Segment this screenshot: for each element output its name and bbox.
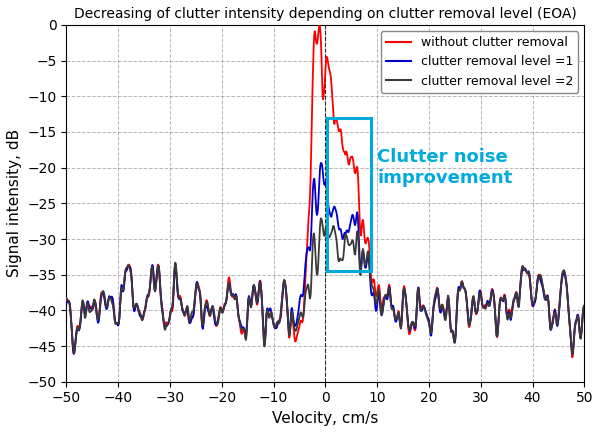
without clutter removal <box>63 297 70 302</box>
clutter removal level =2 <box>581 303 588 308</box>
clutter removal level =1 <box>273 326 280 331</box>
clutter removal level =1 <box>419 305 427 310</box>
clutter removal level =2 <box>419 305 426 310</box>
clutter removal level =1 <box>116 307 124 313</box>
clutter removal level =1 <box>468 312 475 317</box>
clutter removal level =1 <box>63 301 70 306</box>
clutter removal level =1 <box>581 304 588 309</box>
Title: Decreasing of clutter intensity depending on clutter removal level (EOA): Decreasing of clutter intensity dependin… <box>74 7 577 21</box>
without clutter removal <box>476 288 484 293</box>
Bar <box>327 118 371 271</box>
without clutter removal <box>316 22 323 27</box>
clutter removal level =2 <box>569 352 576 357</box>
Y-axis label: Signal intensity, dB: Signal intensity, dB <box>7 129 22 278</box>
clutter removal level =1 <box>317 160 325 165</box>
without clutter removal <box>116 315 123 320</box>
clutter removal level =2 <box>317 216 325 221</box>
without clutter removal <box>291 335 298 340</box>
Legend: without clutter removal, clutter removal level =1, clutter removal level =2: without clutter removal, clutter removal… <box>380 31 578 93</box>
without clutter removal <box>569 355 576 360</box>
without clutter removal <box>419 304 426 309</box>
clutter removal level =2 <box>476 291 484 296</box>
without clutter removal <box>467 317 475 322</box>
clutter removal level =1 <box>477 291 484 296</box>
without clutter removal <box>272 325 280 330</box>
Line: without clutter removal: without clutter removal <box>67 25 584 357</box>
clutter removal level =2 <box>63 295 70 301</box>
clutter removal level =2 <box>272 323 280 328</box>
clutter removal level =1 <box>292 323 299 329</box>
clutter removal level =2 <box>291 326 298 332</box>
Line: clutter removal level =1: clutter removal level =1 <box>67 163 584 354</box>
Line: clutter removal level =2: clutter removal level =2 <box>67 218 584 355</box>
clutter removal level =1 <box>70 351 77 356</box>
without clutter removal <box>581 304 588 309</box>
Text: Clutter noise
improvement: Clutter noise improvement <box>377 148 512 187</box>
clutter removal level =2 <box>116 315 123 320</box>
X-axis label: Velocity, cm/s: Velocity, cm/s <box>272 411 379 426</box>
clutter removal level =2 <box>467 314 475 319</box>
